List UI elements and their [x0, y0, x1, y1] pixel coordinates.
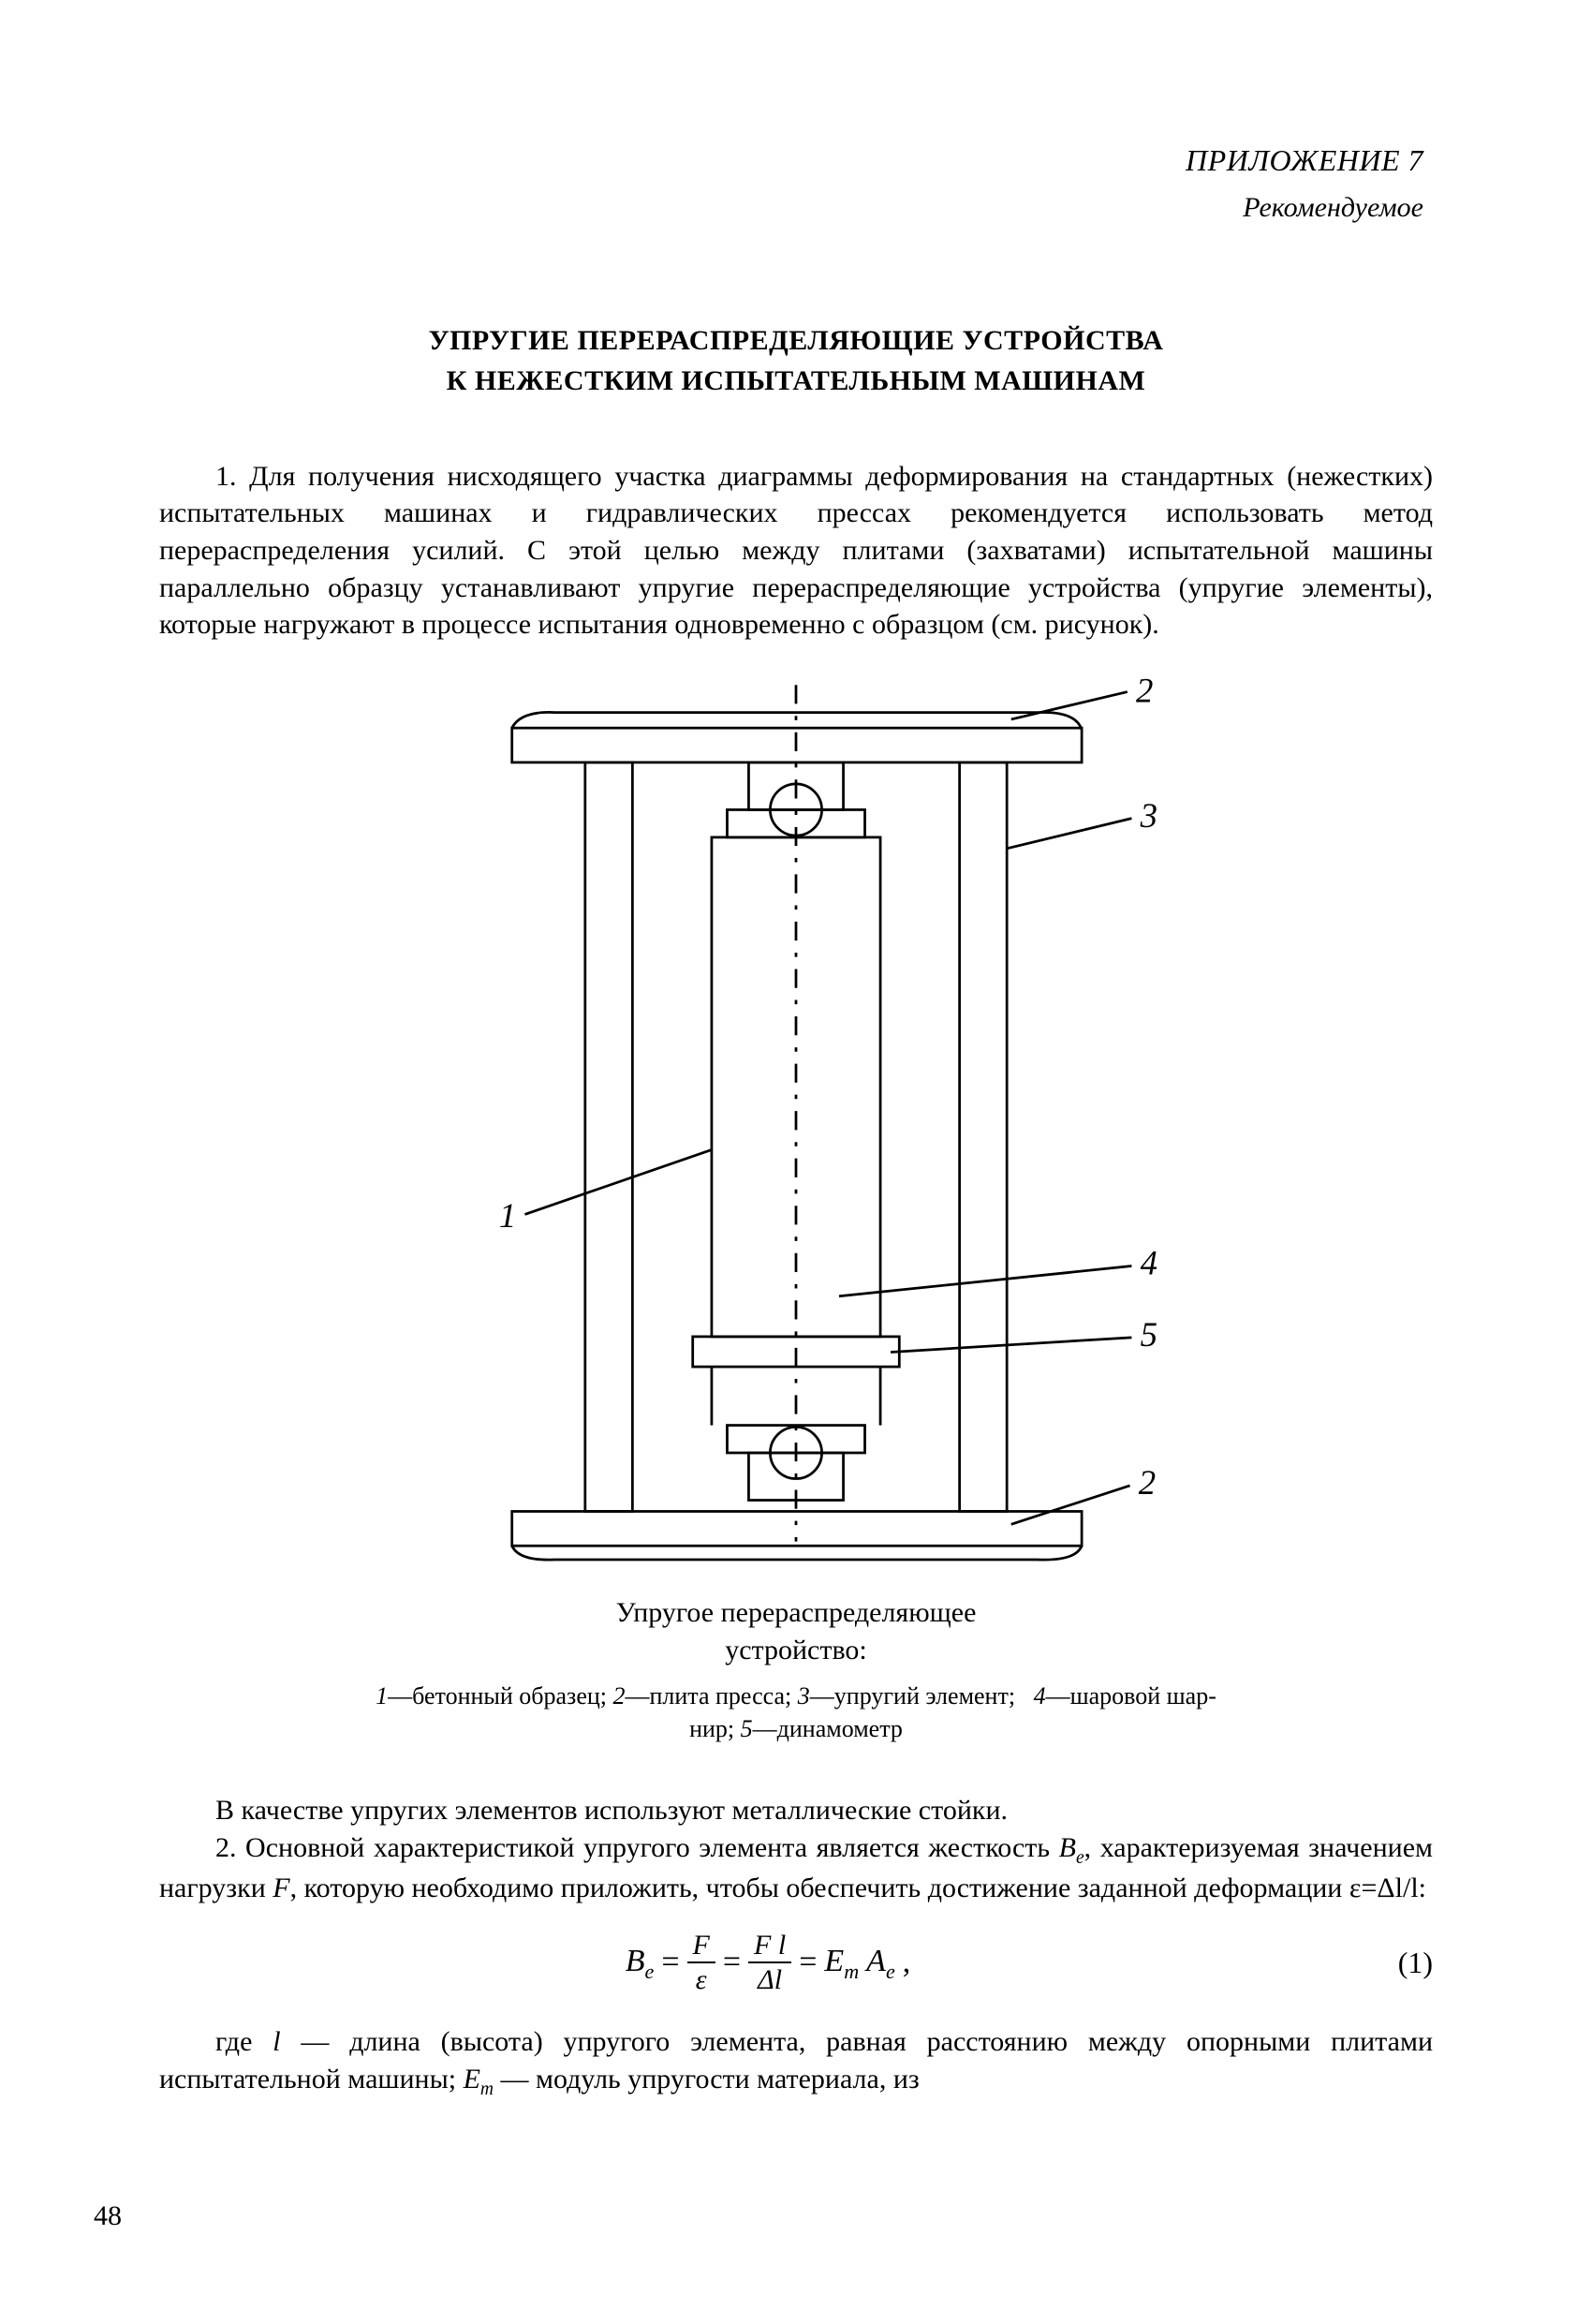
symbol-F: F [273, 1873, 289, 1903]
svg-text:2: 2 [1136, 676, 1153, 710]
svg-text:1: 1 [499, 1196, 516, 1235]
appendix-title: ПРИЛОЖЕНИЕ 7 [159, 141, 1423, 180]
svg-text:3: 3 [1140, 796, 1157, 835]
page: ПРИЛОЖЕНИЕ 7 Рекомендуемое УПРУГИЕ ПЕРЕР… [0, 0, 1592, 2324]
document-title: УПРУГИЕ ПЕРЕРАСПРЕДЕЛЯЮЩИЕ УСТРОЙСТВА К … [159, 320, 1433, 402]
figure-svg: 2 3 1 4 [407, 676, 1185, 1580]
appendix-block: ПРИЛОЖЕНИЕ 7 Рекомендуемое [159, 141, 1433, 227]
p4-pre: где [215, 2026, 273, 2057]
p4-post: — модуль упругости материала, из [494, 2064, 920, 2095]
fraction-2: F l Δl [748, 1931, 791, 1995]
p3-post: , которую необходимо приложить, чтобы об… [290, 1873, 1426, 1903]
appendix-subtitle: Рекомендуемое [159, 189, 1423, 227]
p3-pre: 2. Основной характеристикой упругого эле… [215, 1832, 1059, 1863]
figure-caption-line-1: Упругое перераспределяющее [616, 1597, 977, 1628]
paragraph-4: где l — длина (высота) упругого элемента… [159, 2023, 1433, 2101]
equation-1: Be = F ε = F l Δl = Em Ae , (1) [159, 1931, 1433, 1995]
figure-legend: 1—бетонный образец; 2—плита пресса; 3—уп… [159, 1680, 1433, 1745]
page-number: 48 [94, 2198, 122, 2235]
title-line-1: УПРУГИЕ ПЕРЕРАСПРЕДЕЛЯЮЩИЕ УСТРОЙСТВА [429, 325, 1164, 356]
symbol-Be: Be [1059, 1832, 1084, 1863]
equation-body: Be = F ε = F l Δl = Em Ae , [626, 1931, 911, 1995]
equation-number: (1) [1377, 1943, 1433, 1982]
symbol-Em: Em [464, 2064, 494, 2095]
paragraph-3: 2. Основной характеристикой упругого эле… [159, 1829, 1433, 1907]
svg-text:2: 2 [1139, 1463, 1156, 1502]
paragraph-2: В качестве упругих элементов используют … [159, 1792, 1433, 1829]
figure: 2 3 1 4 [159, 676, 1433, 1745]
paragraph-1: 1. Для получения нисходящего участка диа… [159, 458, 1433, 644]
symbol-l: l [273, 2026, 280, 2057]
title-line-2: К НЕЖЕСТКИМ ИСПЫТАТЕЛЬНЫМ МАШИНАМ [447, 365, 1146, 396]
svg-text:5: 5 [1141, 1315, 1157, 1354]
figure-caption: Упругое перераспределяющее устройство: [159, 1594, 1433, 1670]
svg-text:4: 4 [1141, 1244, 1157, 1282]
fraction-1: F ε [687, 1931, 715, 1995]
figure-caption-line-2: устройство: [725, 1635, 867, 1665]
